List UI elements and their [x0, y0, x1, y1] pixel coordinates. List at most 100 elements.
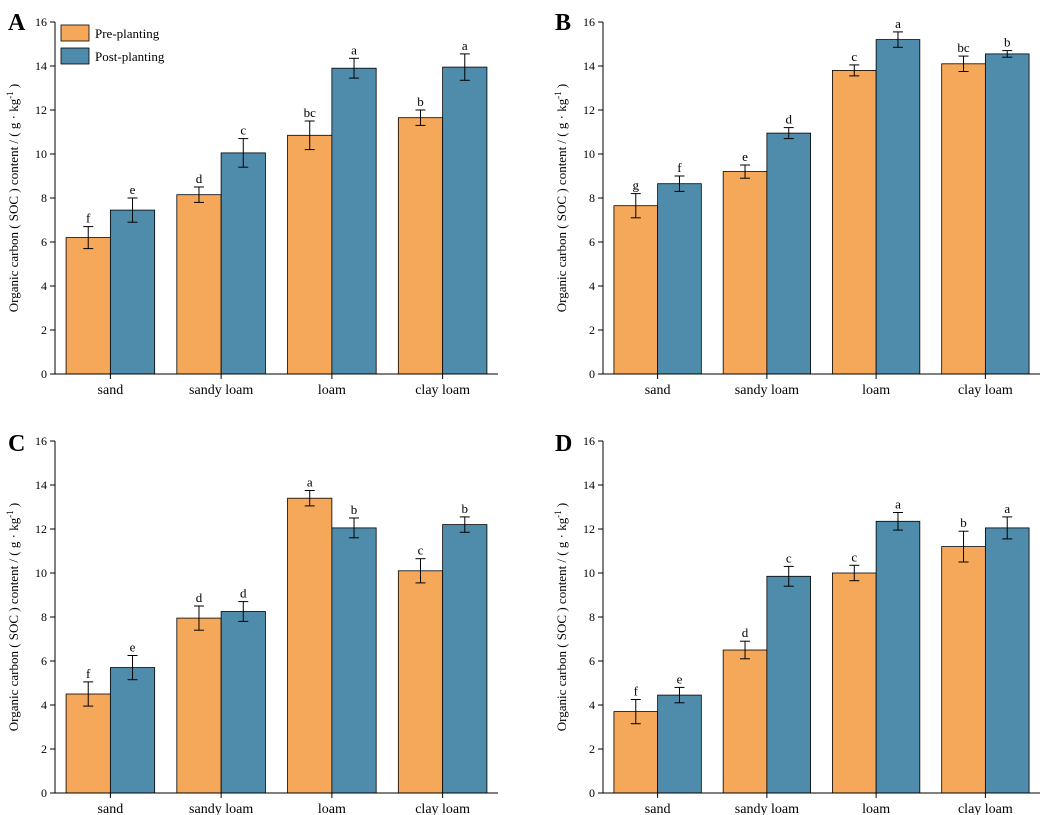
error-bar	[630, 193, 641, 219]
bar-D-pre-2	[832, 572, 877, 794]
error-bar	[892, 31, 903, 48]
bar-D-post-3	[984, 527, 1030, 794]
bar-D-post-0	[657, 694, 702, 794]
significance-label: b	[351, 502, 358, 517]
y-tick-label: 6	[41, 654, 47, 668]
x-tick-label: sandy loam	[189, 802, 253, 815]
significance-label: b	[1004, 35, 1011, 50]
y-axis-label-main: Organic carbon ( SOC ) content / ( g · k…	[6, 98, 21, 312]
x-tick-label: loam	[318, 802, 346, 815]
significance-label: a	[895, 16, 901, 31]
legend-label-pre: Pre-planting	[95, 26, 160, 41]
bar-D-post-1	[766, 575, 811, 794]
bar-D-pre-1	[722, 649, 768, 794]
error-bar	[674, 175, 685, 192]
significance-label: a	[351, 42, 357, 57]
bar-C-post-0	[109, 667, 156, 794]
bar-A-post-2	[331, 67, 377, 375]
significance-label: b	[462, 501, 469, 516]
bar-B-pre-2	[832, 70, 877, 375]
significance-label: a	[307, 475, 313, 490]
y-axis-label-close: )	[6, 503, 21, 511]
error-bar	[459, 516, 470, 533]
error-bar	[740, 640, 751, 660]
x-tick-label: sandy loam	[735, 383, 799, 398]
error-bar	[349, 57, 360, 79]
significance-label: c	[851, 549, 857, 564]
bar-D-pre-3	[941, 546, 986, 794]
y-axis-label-main: Organic carbon ( SOC ) content / ( g · k…	[6, 517, 21, 731]
significance-label: e	[130, 182, 136, 197]
bar-C-pre-2	[287, 497, 333, 794]
x-tick-label: loam	[862, 802, 890, 815]
x-tick-label: clay loam	[415, 383, 470, 398]
y-tick-label: 4	[41, 698, 47, 712]
y-tick-label: 4	[41, 279, 47, 293]
panel-letter: D	[555, 431, 572, 457]
y-tick-label: 16	[583, 434, 595, 448]
y-tick-label: 10	[583, 566, 595, 580]
y-axis-label: Organic carbon ( SOC ) content / ( g · k…	[553, 84, 569, 313]
y-tick-label: 12	[583, 103, 595, 117]
bar-A-post-3	[442, 66, 488, 375]
y-tick-label: 6	[589, 235, 595, 249]
y-tick-label: 14	[35, 478, 47, 492]
chart-panel-A: Af d bc b e c a a 0 2 4 6 8 10 12 14 16 sand sandy loam loa…	[5, 10, 498, 398]
x-tick-label: loam	[862, 383, 890, 398]
y-tick-label: 0	[589, 786, 595, 800]
error-bar	[630, 699, 641, 725]
error-bar	[849, 64, 860, 77]
y-axis-label-exponent: -1	[553, 91, 563, 99]
significance-label: d	[742, 625, 749, 640]
error-bar	[740, 164, 751, 179]
bar-C-pre-3	[397, 570, 444, 794]
significance-label: a	[1004, 501, 1010, 516]
bar-B-post-1	[766, 132, 811, 375]
panel-letter: B	[555, 10, 571, 36]
bar-D-pre-0	[613, 711, 659, 794]
error-bar	[83, 681, 94, 707]
significance-label: g	[633, 178, 640, 193]
significance-label: d	[240, 586, 247, 601]
bar-A-post-1	[220, 152, 266, 375]
y-tick-label: 8	[41, 610, 47, 624]
x-tick-label: sand	[645, 383, 671, 398]
y-axis-label-main: Organic carbon ( SOC ) content / ( g · k…	[554, 517, 569, 731]
significance-label: b	[417, 94, 424, 109]
significance-label: b	[960, 515, 967, 530]
x-tick-label: loam	[318, 383, 346, 398]
legend-swatch-post	[60, 47, 90, 65]
error-bar	[127, 655, 138, 681]
significance-label: c	[418, 543, 424, 558]
error-bar	[674, 686, 685, 704]
y-tick-label: 12	[35, 522, 47, 536]
significance-label: a	[895, 497, 901, 512]
y-tick-label: 16	[583, 15, 595, 29]
legend-swatch-pre	[60, 24, 90, 42]
y-axis-label: Organic carbon ( SOC ) content / ( g · k…	[5, 503, 21, 732]
significance-label: f	[86, 666, 91, 681]
error-bar	[193, 605, 204, 631]
significance-label: f	[677, 160, 682, 175]
significance-label: f	[634, 684, 639, 699]
y-tick-label: 8	[589, 610, 595, 624]
significance-label: d	[785, 112, 792, 127]
x-tick-label: clay loam	[415, 802, 470, 815]
legend: Pre-planting Post-planting	[60, 24, 165, 65]
error-bar	[127, 197, 138, 223]
bar-A-post-0	[109, 209, 156, 375]
y-axis-label-close: )	[554, 503, 569, 511]
bar-A-pre-2	[287, 134, 333, 375]
bar-C-pre-1	[176, 617, 222, 794]
error-bar	[415, 558, 426, 584]
chart-panel-C: Cf d a c e d b b 0 2 4 6 8 10 12 14 16 sand sandy loam loam…	[5, 431, 498, 815]
error-bar	[1002, 516, 1013, 540]
error-bar	[958, 55, 969, 72]
y-tick-label: 10	[583, 147, 595, 161]
significance-label: c	[851, 49, 857, 64]
bar-A-pre-0	[65, 237, 111, 375]
y-tick-label: 14	[35, 59, 47, 73]
y-tick-label: 2	[589, 323, 595, 337]
y-tick-label: 2	[41, 323, 47, 337]
